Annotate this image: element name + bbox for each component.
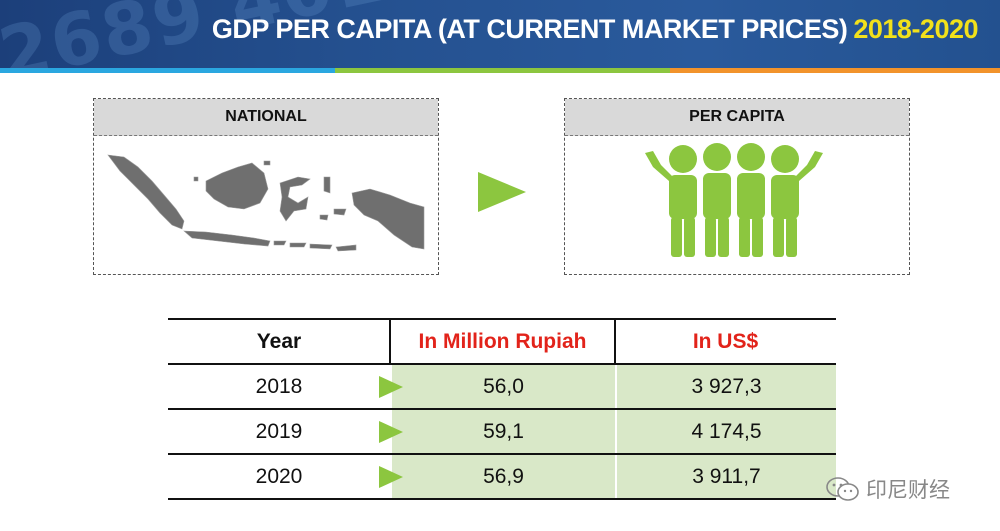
stripe-blue — [0, 68, 335, 73]
header-usd: In US$ — [692, 329, 759, 353]
row-arrow-icon — [379, 466, 403, 488]
table-header-row: Year In Million Rupiah In US$ — [168, 320, 836, 363]
cell-year: 2019 — [255, 419, 303, 443]
national-panel-label: NATIONAL — [94, 99, 438, 136]
cell-rupiah: 59,1 — [390, 410, 615, 453]
national-panel: NATIONAL — [93, 98, 439, 275]
column-divider — [614, 320, 616, 363]
stripe-orange — [670, 68, 1000, 73]
per-capita-panel-label: PER CAPITA — [565, 99, 909, 136]
per-capita-panel: PER CAPITA — [564, 98, 910, 275]
gdp-table: Year In Million Rupiah In US$ 2018 56,0 … — [168, 318, 836, 500]
column-divider — [389, 320, 391, 363]
cell-usd: 3 911,7 — [615, 455, 836, 498]
stripe-green — [335, 68, 670, 73]
people-group-icon — [645, 143, 823, 257]
wechat-icon — [826, 477, 859, 501]
table-row: 2018 56,0 3 927,3 — [168, 365, 836, 408]
cell-usd: 4 174,5 — [615, 410, 836, 453]
row-arrow-icon — [379, 421, 403, 443]
table-row: 2019 59,1 4 174,5 — [168, 410, 836, 453]
table-rule — [168, 453, 836, 455]
table-row: 2020 56,9 3 911,7 — [168, 455, 836, 498]
cell-year: 2018 — [255, 374, 303, 398]
title-years: 2018-2020 — [853, 14, 978, 44]
page-title: GDP PER CAPITA (AT CURRENT MARKET PRICES… — [211, 14, 979, 45]
header-rupiah: In Million Rupiah — [418, 329, 587, 353]
indonesia-map-icon — [107, 154, 425, 252]
header-year: Year — [256, 329, 302, 353]
table-rule — [168, 363, 836, 365]
title-text: GDP PER CAPITA (AT CURRENT MARKET PRICES… — [211, 14, 848, 44]
watermark-text: 印尼财经 — [866, 478, 950, 502]
right-arrow-icon — [478, 172, 526, 212]
header-banner: 2689 4019 GDP PER CAPITA (AT CURRENT MAR… — [0, 0, 1000, 68]
cell-rupiah: 56,9 — [390, 455, 615, 498]
table-bottom-rule — [168, 498, 836, 500]
row-arrow-icon — [379, 376, 403, 398]
cell-rupiah: 56,0 — [390, 365, 615, 408]
table-rule — [168, 408, 836, 410]
cell-year: 2020 — [255, 464, 303, 488]
table-top-rule — [168, 318, 836, 320]
watermark: 印尼财经 — [826, 474, 950, 504]
cell-usd: 3 927,3 — [615, 365, 836, 408]
